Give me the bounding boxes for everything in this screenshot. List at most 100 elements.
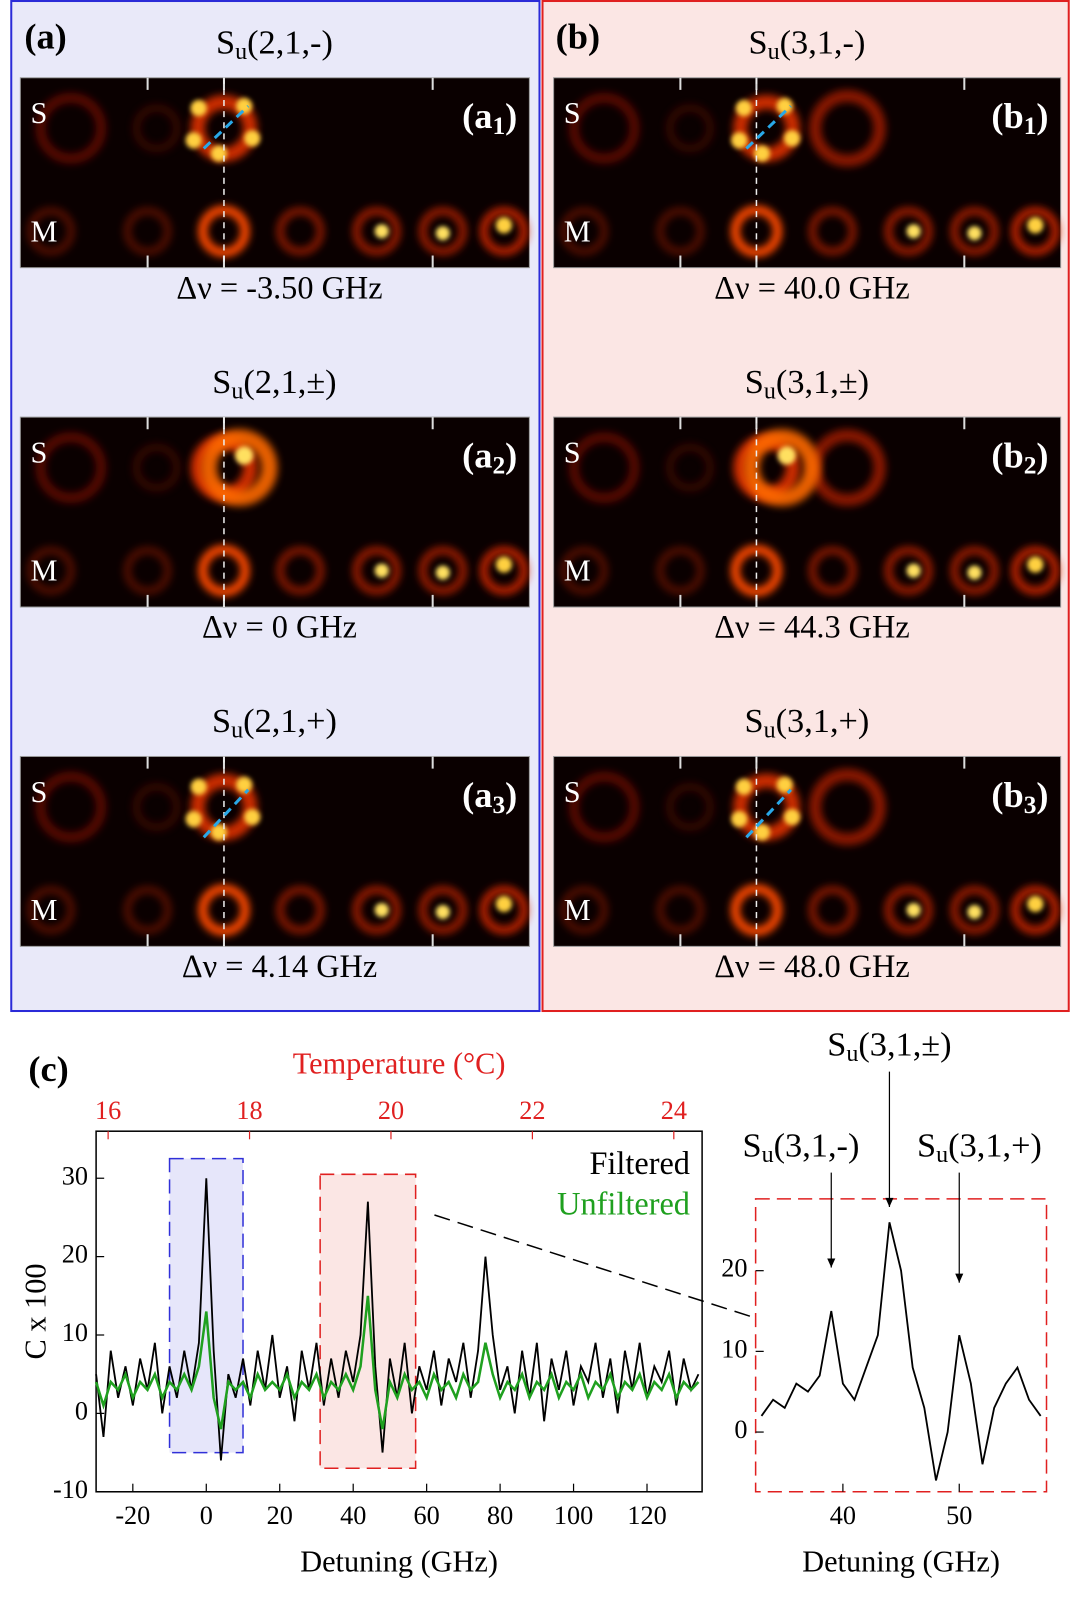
intensity-spot	[906, 563, 921, 578]
plot-frame	[95, 1130, 703, 1493]
detuning-label: Δν = 4.14 GHz	[182, 948, 377, 984]
intensity-ring	[1011, 885, 1060, 935]
intensity-spot	[777, 446, 796, 465]
y-tick-label: 30	[62, 1161, 88, 1190]
x-tick-label: 20	[267, 1501, 293, 1530]
intensity-spot	[967, 565, 982, 580]
text-part: )	[505, 775, 517, 815]
m-label: M	[564, 554, 591, 588]
mode-title: Su(3,1,+)	[745, 702, 870, 743]
intensity-ring	[132, 104, 181, 153]
subscript: u	[768, 39, 780, 65]
image-tag: (a3)	[462, 775, 517, 818]
x2-tick-label: 24	[661, 1096, 687, 1125]
text-part: S	[827, 1025, 846, 1063]
intensity-spot	[185, 132, 202, 149]
mode-title: Su(2,1,±)	[212, 363, 336, 404]
text-part: (3,1,+)	[948, 1126, 1042, 1164]
subscript: u	[846, 1040, 858, 1066]
intensity-ring	[479, 546, 529, 595]
text-part: S	[745, 363, 764, 401]
text-part: (a	[462, 97, 492, 137]
image-tag: (a2)	[462, 436, 517, 479]
s-label: S	[564, 96, 581, 130]
intensity-ring	[1011, 546, 1060, 595]
text-part: S	[745, 702, 764, 740]
mode-title: Su(3,1,-)	[748, 23, 865, 64]
series-line	[94, 1295, 700, 1430]
mode-title: Su(2,1,-)	[216, 23, 333, 64]
x-tick-label: 120	[627, 1501, 666, 1530]
subscript: u	[231, 717, 243, 743]
text-part: S	[216, 23, 235, 61]
subscript: 2	[1024, 450, 1037, 479]
content: SM(a1)Su(2,1,-)Δν = -3.50 GHzSM(a2)Su(2,…	[18, 23, 1062, 1578]
intensity-ring	[26, 207, 76, 256]
intensity-spot	[1027, 895, 1044, 913]
intensity-spot	[783, 809, 801, 826]
text-part: S	[212, 363, 231, 401]
intensity-spot	[435, 226, 450, 241]
image-tag: (b1)	[991, 97, 1048, 140]
intensity-ring	[123, 207, 172, 256]
text-part: (2,1,+)	[243, 702, 337, 740]
text-part: (3,1,-)	[780, 23, 866, 61]
intensity-spot	[967, 226, 982, 241]
intensity-ring	[950, 885, 999, 935]
intensity-ring	[884, 207, 933, 256]
intensity-spot	[783, 130, 801, 147]
intensity-spot	[495, 556, 513, 573]
subscript: 2	[492, 450, 505, 479]
text-part: )	[505, 97, 517, 137]
intensity-ring	[132, 782, 181, 832]
x-tick-label: 0	[200, 1501, 213, 1530]
intensity-ring	[665, 782, 715, 832]
intensity-ring	[743, 429, 821, 507]
axis-marker	[202, 788, 250, 839]
intensity-ring	[276, 546, 325, 595]
mode-image	[19, 77, 530, 269]
series-line	[760, 1222, 1042, 1481]
s-label: S	[30, 96, 47, 130]
subscript: 1	[492, 111, 505, 140]
highlight-box	[168, 1157, 244, 1454]
text-part: (2,1,-)	[247, 23, 333, 61]
legend-entry: Unfiltered	[557, 1185, 690, 1221]
text-part: (a	[462, 775, 492, 815]
m-label: M	[30, 893, 57, 927]
intensity-spot	[374, 563, 389, 578]
intensity-spot	[190, 99, 207, 117]
mode-image	[553, 755, 1062, 947]
y-tick-label: 20	[62, 1240, 88, 1269]
subscript: 3	[1024, 790, 1037, 819]
intensity-ring	[418, 546, 468, 595]
intensity-ring	[200, 429, 278, 507]
intensity-ring	[559, 885, 609, 935]
axis-marker	[745, 788, 792, 839]
detuning-label: Δν = 44.3 GHz	[714, 609, 909, 645]
x-axis-label: Detuning (GHz)	[300, 1544, 498, 1578]
x2-axis-label: Temperature (°C)	[293, 1047, 506, 1081]
x-tick-label: 40	[830, 1501, 856, 1530]
intensity-ring	[352, 207, 401, 256]
subscript: u	[936, 1141, 948, 1167]
intensity-ring	[418, 885, 468, 935]
intensity-ring	[35, 92, 107, 164]
intensity-ring	[276, 207, 325, 256]
text-part: )	[1036, 775, 1048, 815]
intensity-ring	[656, 207, 705, 256]
text-part: (b	[991, 436, 1023, 476]
intensity-ring	[568, 92, 640, 164]
image-tag: (b3)	[991, 775, 1048, 818]
mode-title: Su(2,1,+)	[212, 702, 337, 743]
text-part: S	[748, 23, 767, 61]
intensity-ring	[26, 546, 76, 595]
intensity-ring	[808, 546, 857, 595]
intensity-ring	[352, 885, 401, 935]
intensity-spot	[236, 97, 253, 115]
text-part: (3,1,±)	[776, 363, 869, 401]
intensity-ring	[479, 885, 529, 935]
intensity-spot	[776, 97, 793, 115]
intensity-spot	[210, 145, 227, 162]
intensity-spot	[967, 904, 982, 920]
